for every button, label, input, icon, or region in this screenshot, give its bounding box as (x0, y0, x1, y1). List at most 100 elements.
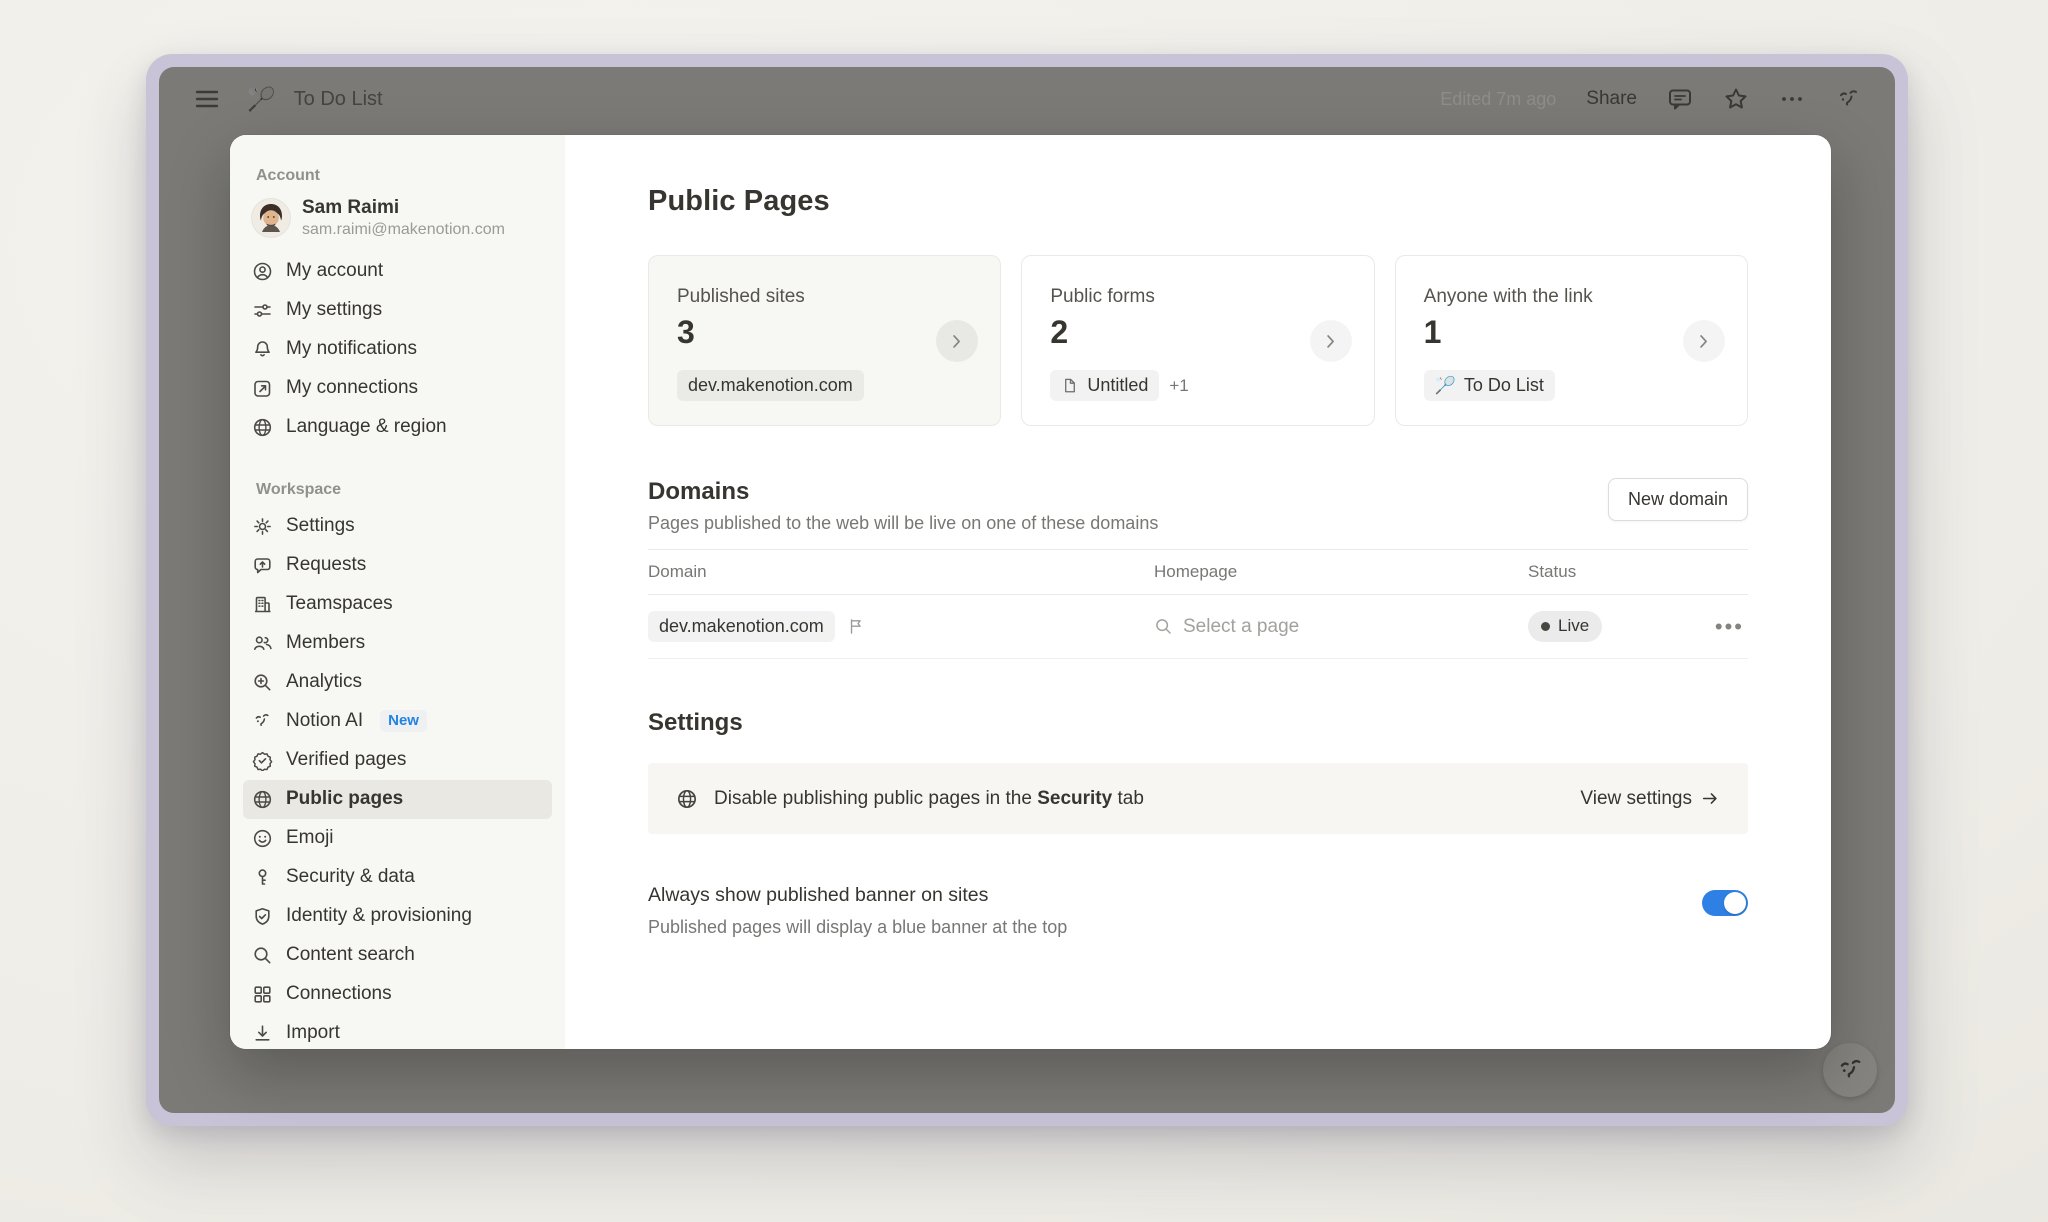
sidebar-item-label: Emoji (286, 827, 334, 849)
domains-header: Domains Pages published to the web will … (648, 478, 1748, 534)
sidebar-item-label: Requests (286, 554, 367, 576)
card-chevron-button[interactable] (936, 319, 979, 362)
new-domain-button[interactable]: New domain (1607, 478, 1748, 521)
ai-face-icon (255, 713, 269, 726)
card-count: 1 (1423, 314, 1442, 350)
column-header-status: Status (1528, 549, 1748, 595)
favorite-star-icon[interactable] (1723, 86, 1749, 112)
chip-label: dev.makenotion.com (688, 375, 853, 395)
comments-icon[interactable] (1667, 86, 1693, 112)
magnifier-icon (254, 947, 271, 964)
sidebar-item-label: Verified pages (286, 749, 407, 771)
flag-icon (850, 619, 861, 634)
sidebar-item-connections[interactable]: Connections (243, 975, 552, 1014)
toggle-title: Always show published banner on sites (648, 884, 989, 906)
anyone-with-link-card[interactable]: Anyone with the link 1 🏸 To Do List (1394, 255, 1748, 426)
account-user-row[interactable]: Sam Raimi sam.raimi@makenotion.com (243, 193, 552, 244)
page-emoji: 🏸 (1434, 375, 1456, 395)
domains-title: Domains (648, 478, 750, 505)
edited-timestamp: Edited 7m ago (1440, 88, 1557, 109)
sidebar-item-label: My notifications (286, 338, 417, 360)
building-icon (254, 596, 272, 613)
verified-badge-icon (252, 751, 273, 771)
magnifier-plus-icon (254, 674, 271, 691)
share-button[interactable]: Share (1586, 88, 1637, 109)
sidebar-item-my-notifications[interactable]: My notifications (243, 330, 552, 369)
card-count: 3 (677, 314, 695, 350)
page-chip: 🏸 To Do List (1423, 370, 1555, 401)
sidebar-item-label: Notion AI (286, 710, 364, 732)
sidebar-item-identity-provisioning[interactable]: Identity & provisioning (243, 897, 552, 936)
card-label: Anyone with the link (1423, 286, 1593, 307)
published-sites-card[interactable]: Published sites 3 dev.makenotion.com (648, 255, 1002, 426)
sidebar-item-security-data[interactable]: Security & data (243, 858, 552, 897)
domain-row: dev.makenotion.com Select a page (648, 594, 1748, 659)
sidebar-item-analytics[interactable]: Analytics (243, 663, 552, 702)
settings-sidebar: Account Sam Raimi sam.raimi@make (230, 135, 565, 1049)
search-icon (1156, 619, 1171, 634)
sidebar-item-label: Connections (286, 983, 392, 1005)
sidebar-item-verified-pages[interactable]: Verified pages (243, 741, 552, 780)
user-email: sam.raimi@makenotion.com (302, 220, 505, 238)
domains-subtitle: Pages published to the web will be live … (648, 513, 1159, 533)
sidebar-item-my-connections[interactable]: My connections (243, 369, 552, 408)
domain-chip[interactable]: dev.makenotion.com (648, 611, 835, 642)
people-icon (254, 636, 272, 650)
grid-icon (254, 986, 271, 1003)
chip-label: To Do List (1463, 375, 1544, 395)
sidebar-item-label: Teamspaces (286, 593, 393, 615)
more-options-icon[interactable] (1779, 86, 1805, 112)
security-banner: Disable publishing public pages in the S… (648, 763, 1748, 834)
row-menu-button[interactable]: ••• (1714, 613, 1744, 639)
sidebar-item-requests[interactable]: Requests (243, 546, 552, 585)
sidebar-item-emoji[interactable]: Emoji (243, 819, 552, 858)
status-label: Live (1558, 616, 1590, 635)
domain-name: dev.makenotion.com (659, 616, 824, 636)
public-pages-panel: Public Pages Published sites 3 dev.maken… (565, 135, 1831, 1049)
sidebar-item-public-pages[interactable]: Public pages (243, 779, 552, 819)
sidebar-item-members[interactable]: Members (243, 624, 552, 663)
arrow-out-box-icon (254, 380, 271, 397)
sidebar-item-settings[interactable]: Settings (243, 507, 552, 546)
ai-floating-button[interactable] (1823, 1043, 1877, 1097)
live-dot (1541, 621, 1550, 631)
sidebar-item-label: My connections (286, 377, 419, 399)
notion-ai-icon[interactable] (1835, 86, 1861, 112)
view-settings-link[interactable]: View settings (1580, 788, 1720, 810)
sidebar-item-my-account[interactable]: My account (243, 252, 552, 291)
account-section-label: Account (256, 167, 320, 184)
sidebar-item-label: Members (286, 632, 366, 654)
sidebar-item-notion-ai[interactable]: Notion AI New (243, 702, 552, 741)
page-icon (1065, 378, 1076, 392)
sidebar-item-import[interactable]: Import (243, 1014, 552, 1049)
user-name: Sam Raimi (302, 197, 400, 218)
sidebar-toggle-icon[interactable] (193, 85, 221, 113)
sidebar-item-teamspaces[interactable]: Teamspaces (243, 585, 552, 624)
homepage-select[interactable]: Select a page (1154, 616, 1528, 638)
sliders-icon (254, 303, 271, 317)
card-chevron-button[interactable] (1682, 319, 1725, 362)
person-circle-icon (253, 262, 272, 281)
sidebar-item-label: Content search (286, 944, 415, 966)
app-topbar: 🏸 To Do List Edited 7m ago Share (159, 67, 1895, 131)
public-forms-card[interactable]: Public forms 2 Untitled +1 (1021, 255, 1375, 426)
card-chevron-button[interactable] (1309, 319, 1352, 362)
toggle-subtitle: Published pages will display a blue bann… (648, 917, 1068, 937)
doc-title: To Do List (293, 87, 383, 110)
sidebar-item-language-region[interactable]: Language & region (243, 408, 552, 447)
chevron-right-icon (953, 334, 961, 348)
arrow-right-icon (1702, 793, 1717, 804)
domains-table: Domain Homepage Status dev.makenotion.co… (648, 549, 1748, 659)
shield-check-icon (255, 907, 270, 925)
chevron-right-icon (1700, 334, 1707, 348)
sidebar-item-label: Identity & provisioning (286, 905, 472, 927)
site-chip: dev.makenotion.com (677, 370, 864, 401)
sidebar-item-content-search[interactable]: Content search (243, 936, 552, 975)
sidebar-item-label: Security & data (286, 866, 415, 888)
download-icon (255, 1025, 270, 1041)
published-banner-toggle[interactable] (1702, 890, 1748, 916)
workspace-section-label: Workspace (256, 480, 342, 498)
sidebar-item-my-settings[interactable]: My settings (243, 291, 552, 330)
form-chip: Untitled (1050, 370, 1160, 401)
